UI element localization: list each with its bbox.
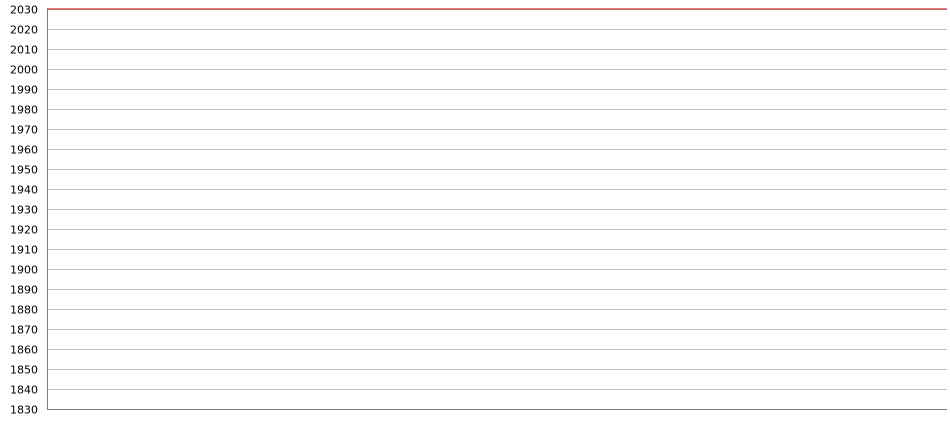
y-tick-label-1870: 1870 [10, 324, 38, 337]
y-tick-label-1850: 1850 [10, 364, 38, 377]
y-tick-label-1950: 1950 [10, 164, 38, 177]
y-tick-label-1900: 1900 [10, 264, 38, 277]
axes [47, 9, 947, 410]
grid-layer [47, 9, 947, 410]
y-tick-label-1830: 1830 [10, 404, 38, 417]
y-tick-label-1970: 1970 [10, 124, 38, 137]
y-tick-label-1920: 1920 [10, 224, 38, 237]
y-tick-label-2010: 2010 [10, 44, 38, 57]
y-tick-label-1940: 1940 [10, 184, 38, 197]
y-tick-label-1990: 1990 [10, 84, 38, 97]
y-tick-label-1890: 1890 [10, 284, 38, 297]
y-tick-labels: 1830 1840 1850 1860 1870 1880 1890 1900 1910 1920… [10, 4, 38, 417]
y-tick-label-1880: 1880 [10, 304, 38, 317]
y-tick-label-1860: 1860 [10, 344, 38, 357]
y-tick-label-2020: 2020 [10, 24, 38, 37]
y-tick-label-1840: 1840 [10, 384, 38, 397]
y-tick-label-1980: 1980 [10, 104, 38, 117]
y-tick-label-1930: 1930 [10, 204, 38, 217]
y-tick-label-1960: 1960 [10, 144, 38, 157]
y-tick-label-2000: 2000 [10, 64, 38, 77]
y-tick-label-2030: 2030 [10, 4, 38, 17]
y-tick-label-1910: 1910 [10, 244, 38, 257]
